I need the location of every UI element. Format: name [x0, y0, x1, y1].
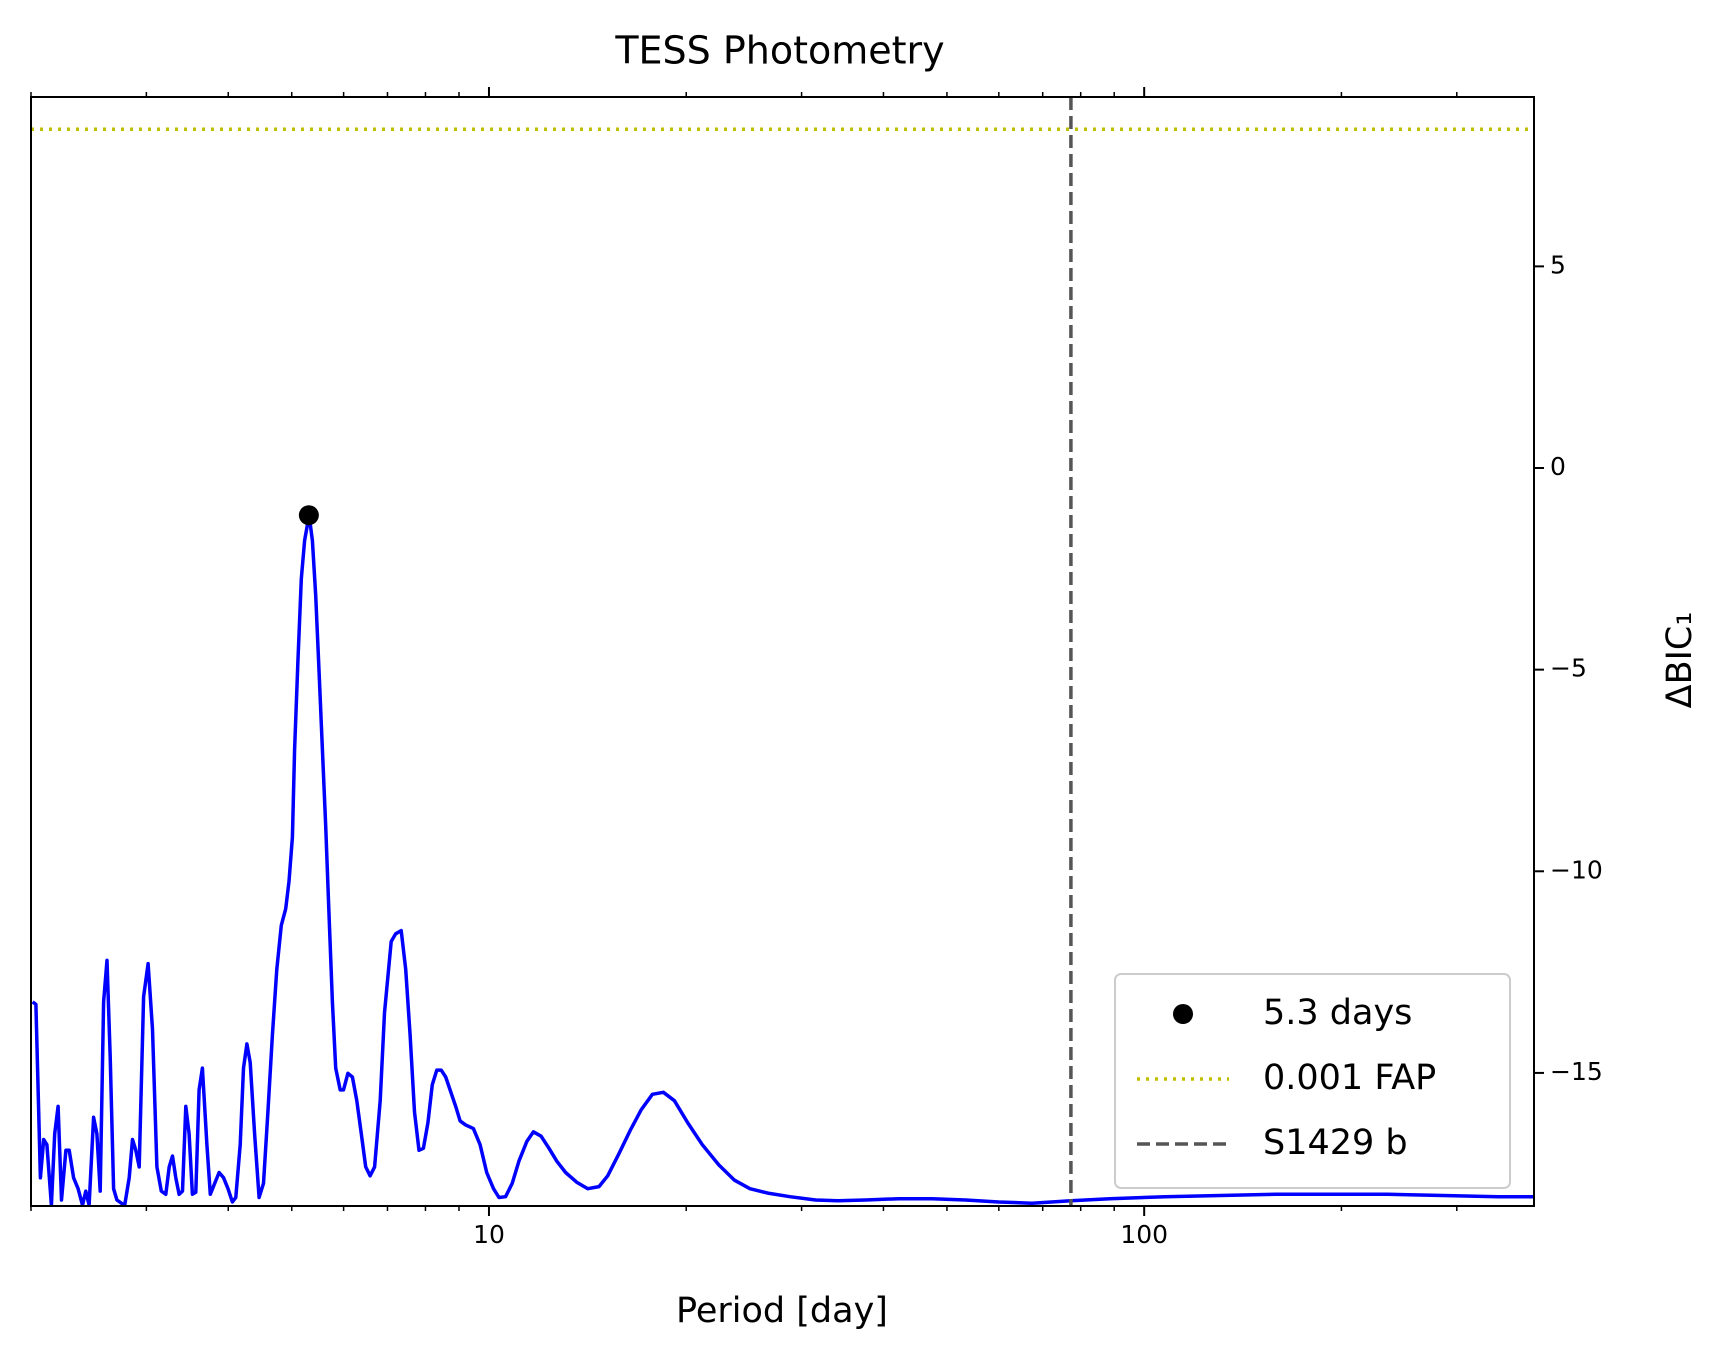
x-axis-label: Period [day] — [676, 1291, 888, 1331]
legend-label: S1429 b — [1263, 1123, 1408, 1163]
y-tick-label: −10 — [1550, 855, 1603, 884]
x-tick-label: 100 — [1120, 1220, 1168, 1249]
plot-frame — [30, 96, 1535, 1207]
legend-box — [1114, 973, 1511, 1189]
legend-label: 5.3 days — [1263, 993, 1412, 1033]
y-tick-label: −5 — [1550, 654, 1587, 683]
legend-label: 0.001 FAP — [1263, 1058, 1436, 1098]
peak-marker — [298, 505, 319, 526]
chart-title: TESS Photometry — [614, 29, 944, 73]
y-tick-label: 0 — [1550, 452, 1566, 481]
y-axis-label: ΔBIC₁ — [1660, 612, 1700, 709]
periodogram-line — [31, 513, 1534, 1206]
x-tick-label: 10 — [473, 1220, 505, 1249]
y-tick-label: 5 — [1550, 250, 1566, 279]
y-tick-label: −15 — [1550, 1057, 1603, 1086]
legend-marker — [1173, 1004, 1193, 1024]
